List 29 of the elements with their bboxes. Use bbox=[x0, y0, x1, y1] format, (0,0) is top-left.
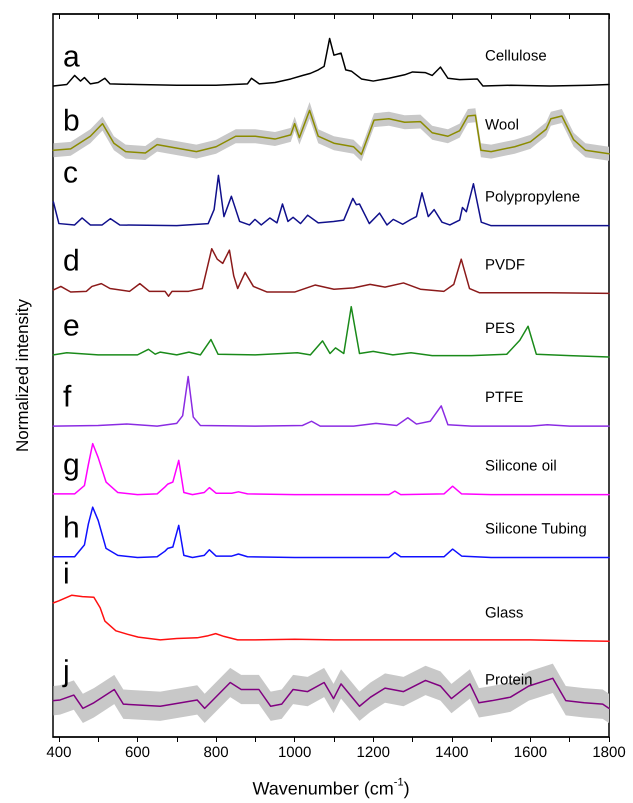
annotation: f bbox=[63, 380, 72, 414]
annotation: e bbox=[63, 309, 80, 342]
x-tick-label: 1600 bbox=[514, 744, 548, 761]
annotation: h bbox=[63, 511, 80, 544]
annotation: c bbox=[63, 156, 78, 190]
annotation: b bbox=[63, 104, 80, 138]
x-tick-label: 800 bbox=[204, 744, 229, 761]
series-label: Glass bbox=[485, 604, 524, 622]
annotation: i bbox=[63, 557, 70, 590]
series-label: Protein bbox=[485, 671, 533, 688]
annotation: d bbox=[63, 244, 80, 278]
y-axis-title: Normalized intensity bbox=[13, 298, 32, 452]
annotation: j bbox=[62, 655, 70, 688]
x-tick-label: 1200 bbox=[356, 744, 390, 761]
series-label: PVDF bbox=[485, 256, 526, 274]
x-tick-label: 1000 bbox=[278, 744, 312, 761]
x-tick-label: 1800 bbox=[592, 744, 626, 761]
series-label: Polypropylene bbox=[485, 188, 580, 206]
x-tick-label: 600 bbox=[124, 744, 150, 761]
series-label: PTFE bbox=[485, 389, 524, 406]
annotation: a bbox=[63, 40, 80, 74]
x-tick-label: 1400 bbox=[435, 744, 469, 761]
series-label: PES bbox=[485, 320, 516, 337]
series-label: Cellulose bbox=[485, 48, 547, 65]
annotation: g bbox=[63, 448, 80, 482]
series-label: Silicone oil bbox=[485, 458, 557, 475]
x-tick-label: 400 bbox=[46, 744, 72, 761]
series-label: Wool bbox=[485, 116, 519, 134]
series-label: Silicone Tubing bbox=[485, 520, 587, 538]
